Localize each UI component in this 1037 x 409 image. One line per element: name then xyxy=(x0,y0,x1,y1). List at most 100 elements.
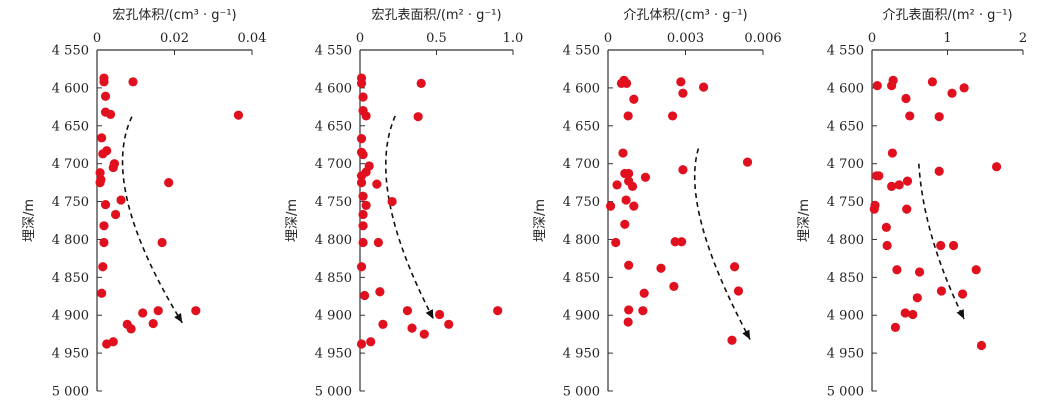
data-point xyxy=(366,337,376,347)
data-point xyxy=(356,134,367,144)
data-point xyxy=(991,162,1002,172)
data-point xyxy=(887,81,897,91)
chart-title: 介孔表面积/(m² · g⁻¹) xyxy=(882,8,1012,23)
data-point xyxy=(356,262,367,272)
y-tick-label: 5 000 xyxy=(563,385,600,400)
y-tick-label: 4 750 xyxy=(563,195,600,210)
data-point xyxy=(356,171,367,181)
y-tick-label: 4 750 xyxy=(52,195,89,210)
y-tick-label: 4 950 xyxy=(52,347,89,362)
y-tick-label: 4 600 xyxy=(827,81,864,96)
x-tick-label: 0 xyxy=(868,31,876,46)
data-point xyxy=(373,237,383,248)
data-point xyxy=(126,324,136,334)
data-point xyxy=(618,148,628,158)
y-tick-label: 4 950 xyxy=(827,347,864,362)
data-point xyxy=(729,262,740,272)
y-tick-label: 4 850 xyxy=(827,271,864,286)
data-point xyxy=(100,91,111,101)
data-point xyxy=(99,77,109,87)
data-point xyxy=(138,308,148,318)
x-tick-label: 0 xyxy=(356,31,364,46)
chart-panel-4: 介孔表面积/(m² · g⁻¹) 0 1 2 4 550 4 600 4 650 4 700 4… xyxy=(797,8,1027,400)
data-point xyxy=(191,306,201,316)
data-point xyxy=(358,237,368,248)
y-tick-label: 4 550 xyxy=(563,44,600,59)
y-tick-label: 4 600 xyxy=(563,81,600,96)
y-tick-label: 4 800 xyxy=(315,233,352,248)
y-tick-label: 4 900 xyxy=(52,309,89,324)
data-point xyxy=(905,111,915,121)
data-point xyxy=(164,178,174,188)
y-tick-label: 4 600 xyxy=(52,81,89,96)
y-tick-label: 4 850 xyxy=(563,271,600,286)
trend-arrowhead xyxy=(742,329,751,340)
chart-title: 宏孔体积/(cm³ · g⁻¹) xyxy=(112,8,236,23)
y-tick-label: 4 550 xyxy=(315,44,352,59)
data-point xyxy=(111,209,121,220)
data-point xyxy=(444,319,454,329)
data-point xyxy=(934,166,944,176)
data-point xyxy=(627,181,638,191)
data-point xyxy=(894,180,904,190)
y-tick-label: 4 550 xyxy=(52,44,89,59)
data-point xyxy=(902,176,913,186)
x-tick-label: 0 xyxy=(93,31,101,46)
data-point xyxy=(611,237,621,248)
data-point xyxy=(358,92,368,102)
data-point xyxy=(892,265,902,275)
data-point xyxy=(623,111,633,121)
data-point xyxy=(742,157,753,167)
y-tick-label: 4 750 xyxy=(315,195,352,210)
data-point xyxy=(676,77,686,87)
data-point xyxy=(912,293,922,303)
data-point xyxy=(927,77,938,87)
data-point xyxy=(98,262,108,272)
data-point xyxy=(947,88,957,98)
data-point xyxy=(629,94,639,104)
data-point xyxy=(959,83,969,93)
data-point xyxy=(95,178,105,188)
data-point xyxy=(358,221,368,231)
data-point xyxy=(640,172,651,182)
y-tick-label: 4 850 xyxy=(52,271,89,286)
data-point xyxy=(971,265,981,275)
data-point xyxy=(638,306,648,316)
y-tick-label: 5 000 xyxy=(827,385,864,400)
data-point xyxy=(733,286,744,296)
data-point xyxy=(936,286,947,296)
data-point xyxy=(887,148,897,158)
data-point xyxy=(948,240,959,251)
trend-curve xyxy=(121,116,183,324)
y-tick-label: 4 800 xyxy=(52,233,89,248)
data-point xyxy=(612,180,622,190)
data-point xyxy=(402,306,413,316)
data-point xyxy=(669,281,679,292)
y-tick-label: 4 700 xyxy=(52,157,89,172)
data-point xyxy=(624,168,634,179)
data-point xyxy=(358,191,368,201)
x-tick-label: 0.5 xyxy=(426,31,447,46)
data-point xyxy=(908,309,918,320)
y-tick-label: 4 900 xyxy=(827,309,864,324)
data-point xyxy=(387,196,397,207)
x-tick-label: 1 xyxy=(943,31,951,46)
x-tick-label: 1.0 xyxy=(503,31,524,46)
data-point xyxy=(116,195,126,205)
data-point xyxy=(361,200,371,210)
data-point xyxy=(128,77,138,87)
data-point xyxy=(900,308,910,318)
data-point xyxy=(936,240,946,251)
data-point xyxy=(958,289,968,299)
chart-title: 宏孔表面积/(m² · g⁻¹) xyxy=(371,8,501,23)
data-point xyxy=(153,306,163,316)
y-tick-label: 4 800 xyxy=(563,233,600,248)
data-point xyxy=(97,288,107,298)
data-point xyxy=(621,195,631,205)
x-tick-label: 0.04 xyxy=(238,31,267,46)
data-point xyxy=(148,318,158,329)
data-point xyxy=(233,110,244,120)
y-tick-label: 4 750 xyxy=(827,195,864,210)
data-point xyxy=(99,221,109,231)
data-point xyxy=(372,179,382,189)
